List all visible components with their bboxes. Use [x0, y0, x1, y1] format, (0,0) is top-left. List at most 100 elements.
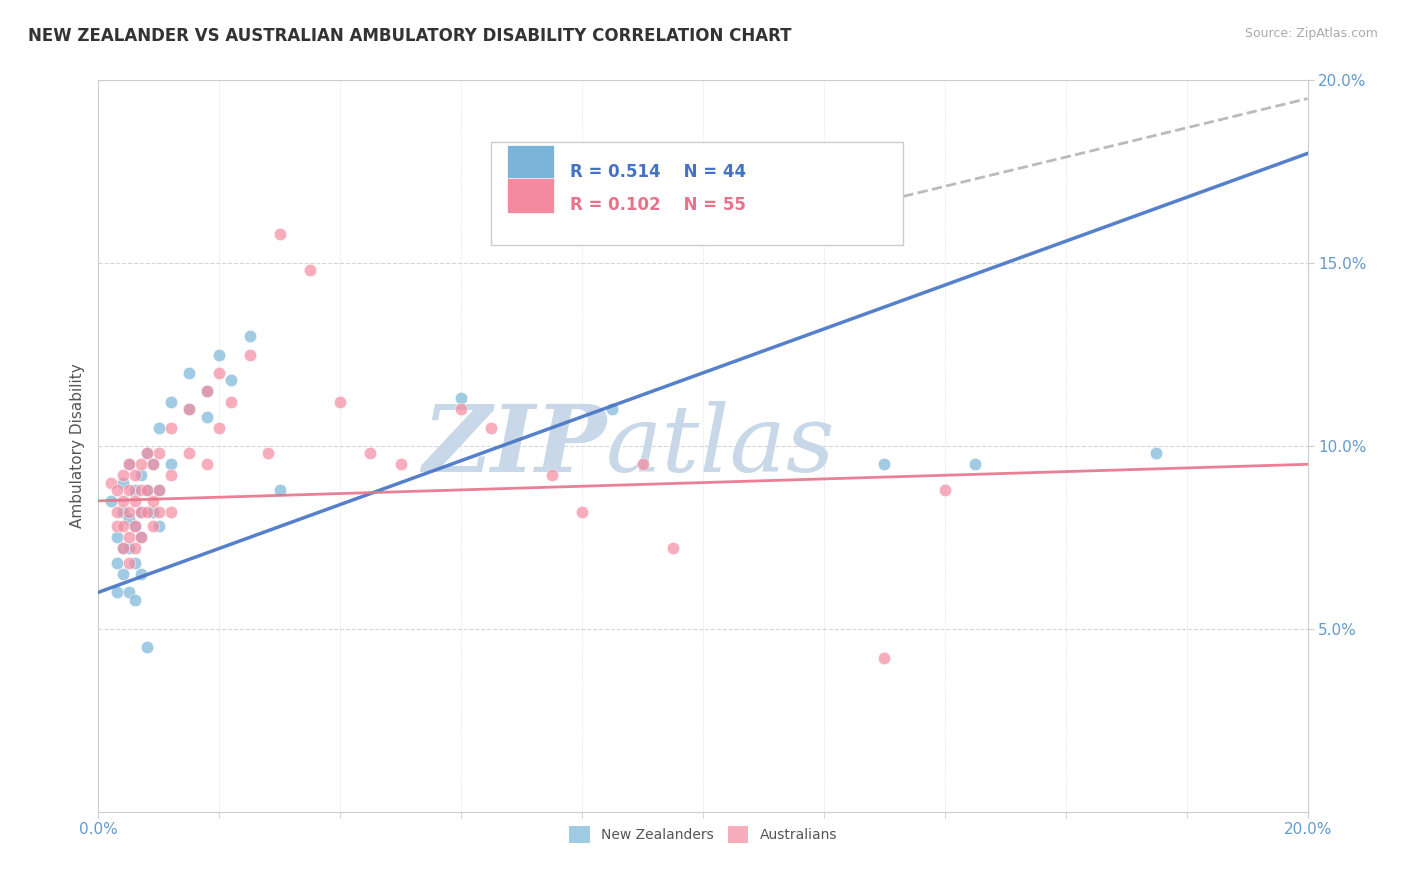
- Point: [111, 567, 134, 582]
- Point: [105, 556, 128, 570]
- Point: [142, 519, 165, 533]
- Point: [124, 556, 146, 570]
- FancyBboxPatch shape: [508, 145, 554, 180]
- Point: [142, 457, 165, 471]
- Point: [195, 384, 218, 398]
- Point: [148, 505, 170, 519]
- Point: [124, 468, 146, 483]
- Point: [148, 421, 170, 435]
- Point: [873, 457, 896, 471]
- Point: [142, 494, 165, 508]
- Point: [195, 409, 218, 424]
- Point: [752, 183, 775, 197]
- Point: [118, 512, 141, 526]
- Point: [129, 530, 152, 544]
- Point: [105, 519, 128, 533]
- Point: [221, 395, 243, 409]
- Point: [208, 347, 231, 362]
- Point: [450, 392, 472, 406]
- Point: [129, 567, 152, 582]
- Point: [450, 402, 472, 417]
- Point: [135, 640, 157, 655]
- Point: [105, 585, 128, 599]
- Point: [129, 457, 152, 471]
- Point: [105, 483, 128, 497]
- Point: [124, 519, 146, 533]
- Point: [269, 227, 291, 241]
- FancyBboxPatch shape: [508, 178, 554, 213]
- Text: Source: ZipAtlas.com: Source: ZipAtlas.com: [1244, 27, 1378, 40]
- Point: [195, 384, 218, 398]
- Point: [208, 421, 231, 435]
- Point: [965, 457, 987, 471]
- Point: [118, 505, 141, 519]
- Point: [148, 519, 170, 533]
- Point: [329, 395, 352, 409]
- Point: [129, 468, 152, 483]
- Point: [239, 347, 262, 362]
- Point: [631, 457, 654, 471]
- Point: [481, 421, 503, 435]
- Point: [195, 457, 218, 471]
- Point: [540, 468, 562, 483]
- Point: [221, 373, 243, 387]
- Point: [160, 421, 183, 435]
- Text: R = 0.514    N = 44: R = 0.514 N = 44: [569, 162, 747, 181]
- Point: [135, 446, 157, 460]
- Point: [160, 395, 183, 409]
- Point: [602, 402, 624, 417]
- Point: [129, 483, 152, 497]
- Point: [389, 457, 412, 471]
- Point: [124, 483, 146, 497]
- Point: [135, 446, 157, 460]
- Point: [118, 457, 141, 471]
- Point: [208, 366, 231, 380]
- Point: [118, 530, 141, 544]
- Point: [129, 505, 152, 519]
- Point: [239, 329, 262, 343]
- Text: ZIP: ZIP: [422, 401, 606, 491]
- Point: [129, 505, 152, 519]
- Point: [148, 483, 170, 497]
- Point: [934, 483, 956, 497]
- FancyBboxPatch shape: [492, 143, 903, 244]
- Text: NEW ZEALANDER VS AUSTRALIAN AMBULATORY DISABILITY CORRELATION CHART: NEW ZEALANDER VS AUSTRALIAN AMBULATORY D…: [28, 27, 792, 45]
- Point: [256, 446, 278, 460]
- Text: R = 0.102    N = 55: R = 0.102 N = 55: [569, 195, 745, 213]
- Text: atlas: atlas: [606, 401, 835, 491]
- Point: [118, 483, 141, 497]
- Point: [111, 494, 134, 508]
- Point: [148, 483, 170, 497]
- Point: [135, 483, 157, 497]
- Point: [100, 494, 122, 508]
- Legend: New Zealanders, Australians: New Zealanders, Australians: [564, 821, 842, 848]
- Point: [111, 468, 134, 483]
- Point: [179, 402, 201, 417]
- Point: [111, 541, 134, 556]
- Point: [105, 530, 128, 544]
- Point: [142, 505, 165, 519]
- Point: [118, 556, 141, 570]
- Point: [111, 541, 134, 556]
- Point: [160, 457, 183, 471]
- Point: [129, 530, 152, 544]
- Point: [661, 541, 683, 556]
- Point: [299, 263, 322, 277]
- Point: [135, 483, 157, 497]
- Point: [142, 457, 165, 471]
- Point: [179, 402, 201, 417]
- Point: [571, 505, 593, 519]
- Point: [873, 651, 896, 665]
- Y-axis label: Ambulatory Disability: Ambulatory Disability: [69, 364, 84, 528]
- Point: [269, 483, 291, 497]
- Point: [160, 468, 183, 483]
- Point: [124, 541, 146, 556]
- Point: [118, 585, 141, 599]
- Point: [124, 519, 146, 533]
- Point: [148, 446, 170, 460]
- Point: [111, 475, 134, 490]
- Point: [124, 494, 146, 508]
- Point: [118, 457, 141, 471]
- Point: [160, 505, 183, 519]
- Point: [135, 505, 157, 519]
